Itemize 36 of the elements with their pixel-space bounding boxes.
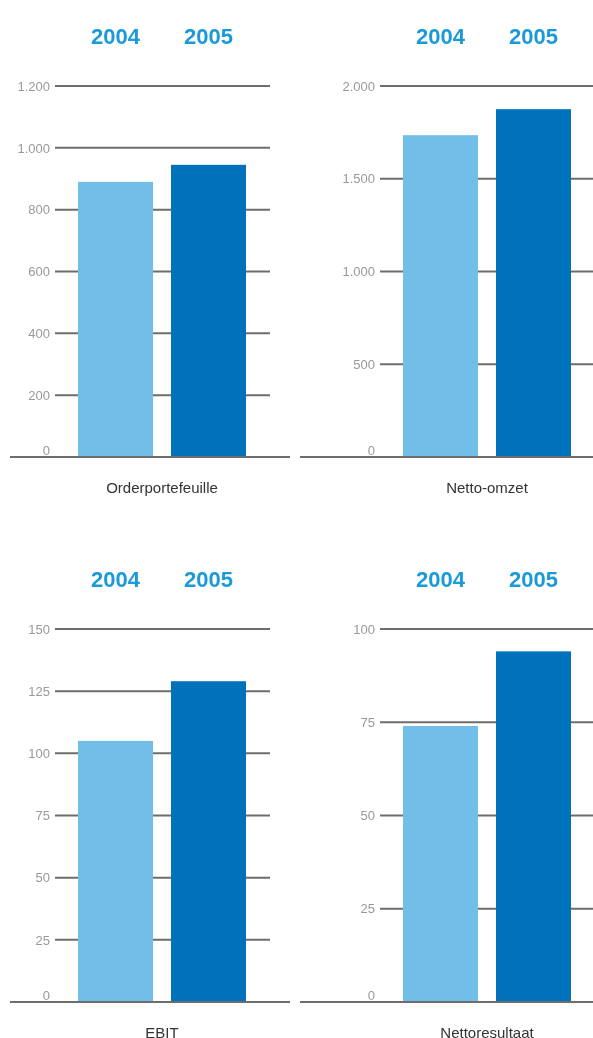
y-tick-label: 0 (367, 442, 375, 458)
y-tick-label: 200 (28, 387, 50, 403)
y-tick-label: 75 (35, 808, 50, 824)
y-tick-label: 100 (353, 621, 375, 637)
x-tick-label: 2005 (509, 23, 558, 49)
x-axis-title: Orderportefeuille (106, 479, 218, 496)
x-tick-label: 2004 (91, 23, 141, 49)
x-tick-label: 2005 (184, 566, 233, 592)
y-tick-label: 800 (28, 202, 50, 218)
x-tick-label: 2005 (509, 566, 558, 592)
y-tick-label: 600 (28, 264, 50, 280)
y-tick-label: 1.000 (17, 140, 50, 156)
y-tick-label: 500 (353, 356, 375, 372)
x-tick-label: 2004 (91, 566, 141, 592)
y-tick-label: 2.000 (342, 78, 375, 94)
y-tick-label: 125 (28, 683, 50, 699)
x-axis-title: Nettoresultaat (440, 1024, 535, 1038)
x-axis-title: Netto-omzet (446, 479, 529, 496)
x-axis-title: EBIT (145, 1024, 179, 1038)
y-tick-label: 50 (360, 808, 375, 824)
y-tick-label: 25 (35, 932, 50, 948)
y-tick-label: 1.500 (342, 171, 375, 187)
y-tick-label: 25 (360, 901, 375, 917)
y-tick-label: 0 (367, 987, 375, 1003)
y-tick-label: 75 (360, 714, 375, 730)
y-tick-label: 1.000 (342, 264, 375, 280)
y-tick-label: 150 (28, 621, 50, 637)
y-tick-label: 1.200 (17, 78, 50, 94)
y-tick-label: 50 (35, 870, 50, 886)
y-tick-label: 0 (42, 442, 50, 458)
x-tick-label: 2005 (184, 23, 233, 49)
y-tick-label: 100 (28, 745, 50, 761)
x-tick-label: 2004 (416, 23, 466, 49)
x-tick-label: 2004 (416, 566, 466, 592)
y-tick-label: 400 (28, 325, 50, 341)
y-tick-label: 0 (42, 987, 50, 1003)
